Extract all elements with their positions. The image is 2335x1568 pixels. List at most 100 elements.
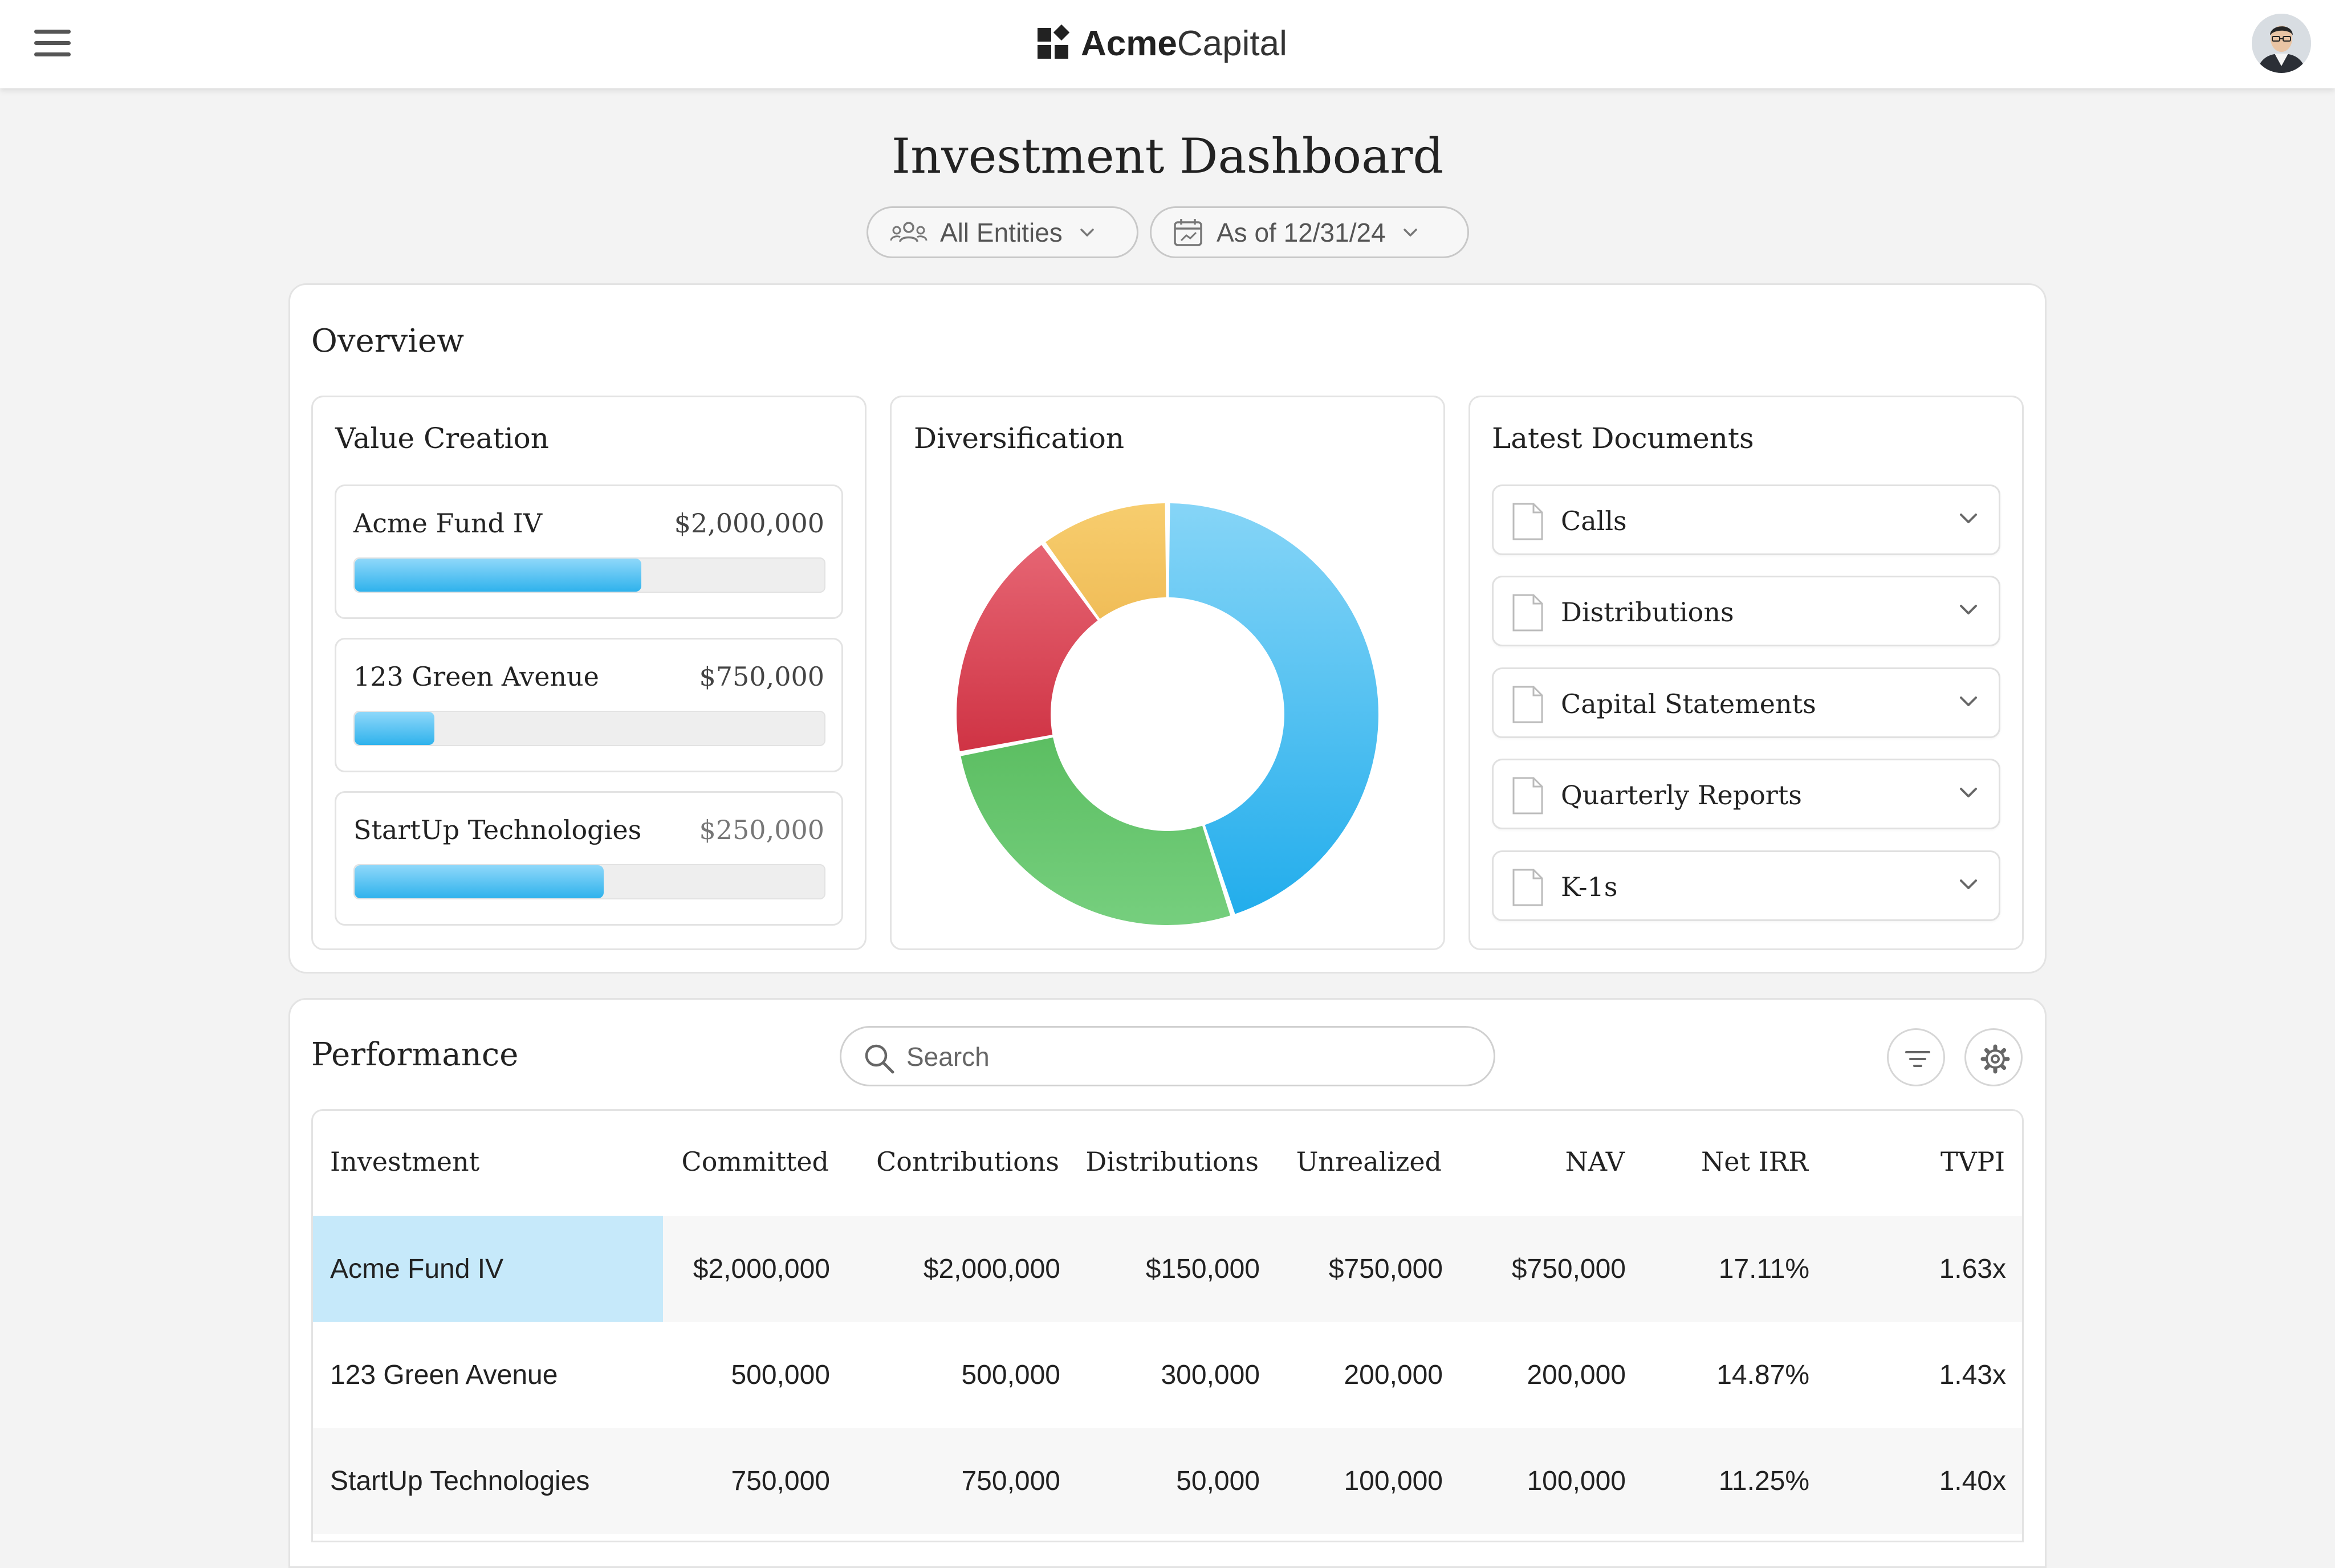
- value-creation-title: Value Creation: [335, 422, 549, 455]
- document-icon: [1512, 594, 1543, 632]
- cell-committed: 750,000: [731, 1466, 830, 1496]
- donut-slice-blue[interactable]: [1169, 503, 1378, 914]
- settings-button[interactable]: [1964, 1028, 2023, 1086]
- column-header-nav[interactable]: NAV: [1565, 1146, 1625, 1177]
- cell-tvpi: 1.63x: [1939, 1254, 2006, 1284]
- cell-tvpi: 1.43x: [1939, 1360, 2006, 1390]
- column-header-committed[interactable]: Committed: [681, 1146, 829, 1177]
- hamburger-menu-icon[interactable]: [34, 30, 71, 57]
- as-of-date-label: As of 12/31/24: [1217, 217, 1386, 247]
- filter-button[interactable]: [1887, 1028, 1945, 1086]
- overview-title: Overview: [311, 323, 465, 360]
- chevron-down-icon: [1960, 879, 1977, 889]
- cell-investment[interactable]: Acme Fund IV: [330, 1254, 504, 1284]
- progress-fill: [355, 865, 604, 898]
- column-header-net-irr[interactable]: Net IRR: [1701, 1146, 1808, 1177]
- brand-name-rest: Capital: [1177, 23, 1287, 63]
- column-header-tvpi[interactable]: TVPI: [1940, 1146, 2005, 1177]
- progress-track: [353, 557, 825, 593]
- calendar-icon: [1174, 218, 1202, 246]
- cell-unrealized: 200,000: [1344, 1360, 1443, 1390]
- donut-slice-yellow[interactable]: [1046, 503, 1166, 619]
- cell-investment[interactable]: StartUp Technologies: [330, 1466, 590, 1496]
- latest-documents-title: Latest Documents: [1492, 422, 1754, 455]
- entities-filter[interactable]: All Entities: [867, 206, 1138, 258]
- table-row[interactable]: Acme Fund IV $2,000,000 $2,000,000 $150,…: [313, 1216, 2022, 1322]
- document-icon: [1512, 686, 1543, 723]
- chevron-down-icon: [1960, 605, 1977, 614]
- chevron-down-icon: [1960, 697, 1977, 706]
- as-of-date-filter[interactable]: As of 12/31/24: [1150, 206, 1469, 258]
- cell-committed: $2,000,000: [693, 1254, 830, 1284]
- document-category-label: Distributions: [1561, 597, 1734, 628]
- value-creation-row[interactable]: StartUp Technologies $250,000: [335, 791, 843, 926]
- cell-distributions: 300,000: [1161, 1360, 1260, 1390]
- document-category-label: Quarterly Reports: [1561, 780, 1802, 811]
- page-title: Investment Dashboard: [891, 128, 1444, 184]
- search-box[interactable]: [840, 1026, 1495, 1086]
- document-category-label: K-1s: [1561, 871, 1618, 902]
- entities-filter-label: All Entities: [940, 217, 1063, 247]
- table-row[interactable]: StartUp Technologies 750,000 750,000 50,…: [313, 1428, 2022, 1534]
- value-creation-amount: $250,000: [699, 814, 825, 845]
- value-creation-row[interactable]: 123 Green Avenue $750,000: [335, 638, 843, 772]
- cell-unrealized: $750,000: [1328, 1254, 1443, 1284]
- cell-distributions: 50,000: [1176, 1466, 1260, 1496]
- selected-cell-highlight: [313, 1216, 663, 1322]
- value-creation-amount: $2,000,000: [674, 508, 824, 539]
- chevron-down-icon: [1080, 228, 1094, 237]
- logo-mark-icon: [1038, 24, 1070, 59]
- gear-icon: [1980, 1044, 2010, 1074]
- document-category-k1s[interactable]: K-1s: [1492, 850, 2000, 921]
- value-creation-row[interactable]: Acme Fund IV $2,000,000: [335, 484, 843, 619]
- donut-slice-red[interactable]: [957, 545, 1098, 751]
- performance-title: Performance: [311, 1036, 519, 1073]
- app-logo[interactable]: Acme Capital: [1038, 21, 1287, 66]
- progress-track: [353, 711, 825, 746]
- column-header-distributions[interactable]: Distributions: [1085, 1146, 1259, 1177]
- document-category-capital-statements[interactable]: Capital Statements: [1492, 667, 2000, 738]
- chevron-down-icon: [1403, 228, 1417, 237]
- cell-net-irr: 11.25%: [1718, 1466, 1809, 1496]
- people-icon: [890, 221, 928, 242]
- document-icon: [1512, 777, 1543, 814]
- top-bar: Acme Capital: [0, 0, 2335, 88]
- diversification-donut-chart: [957, 503, 1378, 925]
- column-header-investment[interactable]: Investment: [330, 1146, 480, 1177]
- document-icon: [1512, 869, 1543, 906]
- cell-contributions: 500,000: [961, 1360, 1060, 1390]
- progress-track: [353, 864, 825, 899]
- progress-fill: [355, 712, 435, 745]
- donut-slice-green[interactable]: [961, 737, 1231, 925]
- cell-nav: $750,000: [1511, 1254, 1626, 1284]
- table-row[interactable]: 123 Green Avenue 500,000 500,000 300,000…: [313, 1322, 2022, 1428]
- search-input[interactable]: [905, 1038, 1466, 1076]
- value-creation-name: Acme Fund IV: [353, 508, 543, 539]
- document-category-quarterly-reports[interactable]: Quarterly Reports: [1492, 759, 2000, 829]
- cell-net-irr: 14.87%: [1716, 1360, 1809, 1390]
- cell-contributions: $2,000,000: [923, 1254, 1060, 1284]
- document-category-label: Calls: [1561, 506, 1627, 536]
- column-header-unrealized[interactable]: Unrealized: [1296, 1146, 1442, 1177]
- search-icon: [865, 1044, 894, 1074]
- cell-unrealized: 100,000: [1344, 1466, 1443, 1496]
- value-creation-amount: $750,000: [699, 661, 825, 692]
- cell-investment[interactable]: 123 Green Avenue: [330, 1360, 558, 1390]
- document-category-distributions[interactable]: Distributions: [1492, 576, 2000, 646]
- progress-fill: [355, 559, 641, 592]
- brand-name-bold: Acme: [1081, 23, 1177, 63]
- cell-nav: 200,000: [1527, 1360, 1626, 1390]
- chevron-down-icon: [1960, 514, 1977, 523]
- cell-committed: 500,000: [731, 1360, 830, 1390]
- value-creation-name: 123 Green Avenue: [353, 661, 599, 692]
- cell-tvpi: 1.40x: [1939, 1466, 2006, 1496]
- user-avatar[interactable]: [2252, 14, 2311, 73]
- document-category-calls[interactable]: Calls: [1492, 484, 2000, 555]
- cell-net-irr: 17.11%: [1718, 1254, 1809, 1284]
- chevron-down-icon: [1960, 788, 1977, 797]
- cell-contributions: 750,000: [961, 1466, 1060, 1496]
- diversification-title: Diversification: [914, 422, 1125, 455]
- cell-distributions: $150,000: [1145, 1254, 1260, 1284]
- column-header-contributions[interactable]: Contributions: [876, 1146, 1059, 1177]
- value-creation-name: StartUp Technologies: [353, 814, 642, 845]
